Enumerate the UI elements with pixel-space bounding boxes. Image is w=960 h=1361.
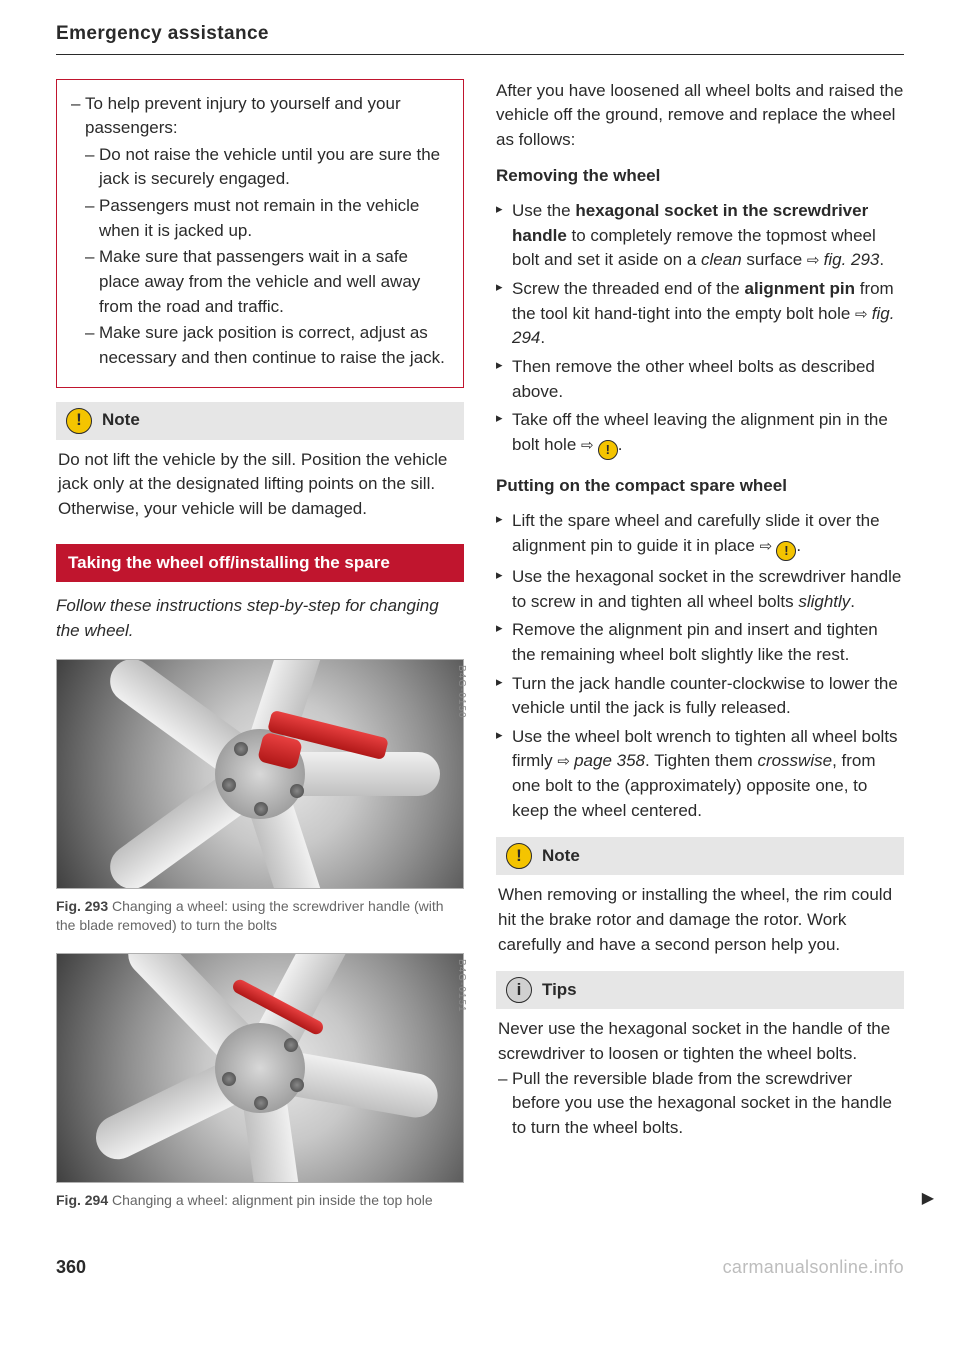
note-callout-header: ! Note [56,402,464,440]
step-item: Lift the spare wheel and carefully slide… [496,509,904,561]
note-body: When removing or installing the wheel, t… [496,881,904,971]
watermark: carmanualsonline.info [723,1254,904,1280]
fig-text: Changing a wheel: using the screwdriver … [56,898,444,933]
caution-icon: ! [506,843,532,869]
page-header: Emergency assistance [56,20,904,55]
page-title: Emergency assistance [56,20,904,48]
tips-body: Never use the hexagonal socket in the ha… [496,1015,904,1144]
step-item: Then remove the other wheel bolts as des… [496,355,904,404]
continue-arrow-icon: ▶ [922,1187,934,1210]
figure-294-code: B4G-0151 [454,959,469,1013]
note-body: Do not lift the vehicle by the sill. Pos… [56,446,464,536]
caution-icon: ! [598,440,618,460]
intro-paragraph: After you have loosened all wheel bolts … [496,79,904,153]
warning-subitem: Do not raise the vehicle until you are s… [85,143,449,192]
removing-wheel-heading: Removing the wheel [496,164,904,189]
tips-sublist: Pull the reversible blade from the screw… [498,1067,902,1141]
caution-icon: ! [776,541,796,561]
page-footer: 360 carmanualsonline.info [56,1254,904,1280]
caution-icon: ! [66,408,92,434]
note-label: Note [102,408,140,433]
tips-subitem: Pull the reversible blade from the screw… [498,1067,902,1141]
tips-callout-header: i Tips [496,971,904,1009]
figure-294-caption: Fig. 294 Changing a wheel: alignment pin… [56,1191,464,1210]
page-number: 360 [56,1254,86,1280]
figure-294-image [56,953,464,1183]
fig-num: Fig. 293 [56,898,108,914]
two-column-layout: To help prevent injury to yourself and y… [56,79,904,1211]
warning-text: To help prevent injury to yourself and y… [85,94,401,138]
fig-text: Changing a wheel: alignment pin inside t… [112,1192,433,1208]
note-callout-header: ! Note [496,837,904,875]
warning-subitem: Make sure that passengers wait in a safe… [85,245,449,319]
putting-wheel-heading: Putting on the compact spare wheel [496,474,904,499]
tips-text: Never use the hexagonal socket in the ha… [498,1019,890,1063]
figure-293-image [56,659,464,889]
warning-box: To help prevent injury to yourself and y… [56,79,464,388]
figure-293-caption: Fig. 293 Changing a wheel: using the scr… [56,897,464,935]
warning-subitem: Make sure jack position is correct, adju… [85,321,449,370]
step-item: Turn the jack handle counter-clockwise t… [496,672,904,721]
info-icon: i [506,977,532,1003]
section-banner: Taking the wheel off/installing the spar… [56,544,464,583]
warning-list: To help prevent injury to yourself and y… [71,92,449,371]
right-column: After you have loosened all wheel bolts … [496,79,904,1211]
figure-294: B4G-0151 [56,953,464,1183]
step-item: Use the wheel bolt wrench to tighten all… [496,725,904,824]
fig-num: Fig. 294 [56,1192,108,1208]
step-item: Remove the alignment pin and insert and … [496,618,904,667]
left-column: To help prevent injury to yourself and y… [56,79,464,1211]
step-item: Take off the wheel leaving the alignment… [496,408,904,460]
note-label: Note [542,844,580,869]
warning-subitem: Passengers must not remain in the vehicl… [85,194,449,243]
figure-293: B4G-0150 [56,659,464,889]
intro-text: Follow these instructions step-by-step f… [56,594,464,643]
putting-steps: Lift the spare wheel and carefully slide… [496,509,904,823]
step-item: Use the hexagonal socket in the screwdri… [496,565,904,614]
warning-item: To help prevent injury to yourself and y… [71,92,449,371]
figure-293-code: B4G-0150 [454,665,469,719]
removing-steps: Use the hexagonal socket in the screwdri… [496,199,904,460]
step-item: Screw the threaded end of the alignment … [496,277,904,351]
step-item: Use the hexagonal socket in the screwdri… [496,199,904,273]
tips-label: Tips [542,978,577,1003]
warning-sublist: Do not raise the vehicle until you are s… [85,143,449,371]
